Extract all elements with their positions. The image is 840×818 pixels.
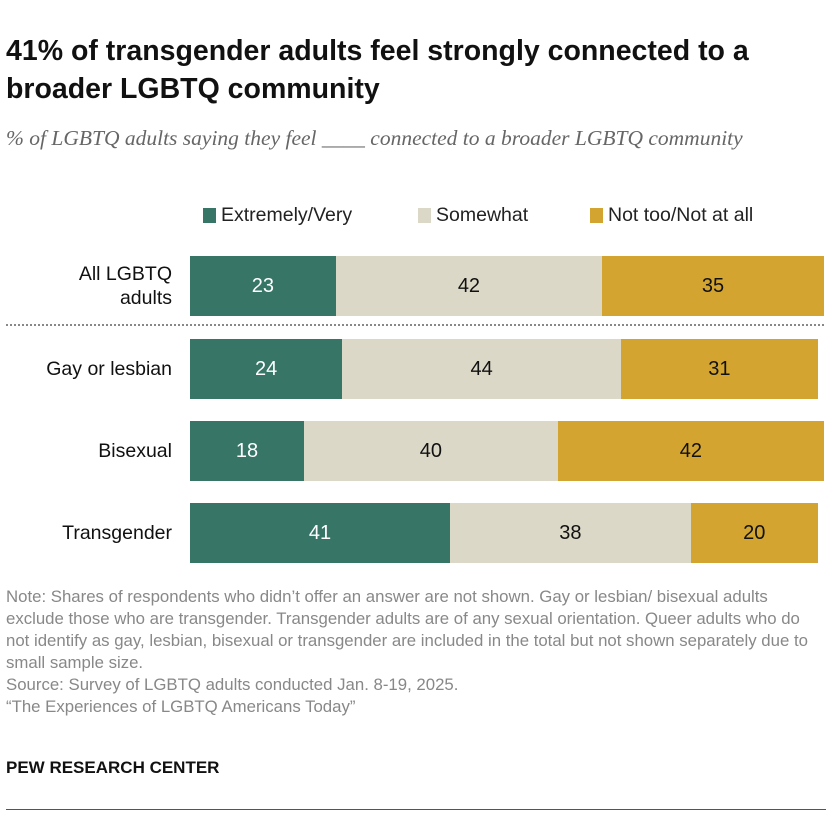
row-label: All LGBTQ adults — [78, 263, 172, 309]
row-label: Gay or lesbian — [46, 358, 172, 380]
data-label: 18 — [235, 439, 259, 462]
data-label: 44 — [470, 357, 493, 380]
chart-title: 41% of transgender adults feel strongly … — [6, 35, 749, 105]
data-label: 41 — [308, 521, 332, 544]
bar-segment: 18 — [190, 421, 305, 481]
legend-label: Not too/Not at all — [608, 204, 754, 226]
bottom-rule — [6, 809, 826, 810]
bar-segment: 35 — [602, 256, 824, 316]
data-label: 38 — [559, 521, 582, 544]
data-label: 20 — [743, 521, 766, 544]
note-text: Note: Shares of respondents who didn’t o… — [6, 587, 808, 672]
legend-label: Extremely/Very — [221, 204, 353, 226]
data-label: 40 — [419, 439, 443, 462]
legend-item-not-too: Not too/Not at all — [590, 204, 753, 227]
legend-swatch — [590, 208, 603, 223]
legend-item-extremely-very: Extremely/Very — [203, 204, 352, 227]
data-label: 35 — [701, 274, 725, 297]
source-text: Source: Survey of LGBTQ adults conducted… — [6, 675, 459, 694]
row-label: Transgender — [62, 522, 172, 544]
report-title: “The Experiences of LGBTQ Americans Toda… — [6, 697, 356, 716]
bar-segment: 23 — [190, 256, 336, 316]
legend-label: Somewhat — [436, 204, 529, 226]
data-label: 31 — [708, 357, 731, 380]
data-label: 42 — [457, 274, 481, 297]
bar-segment: 42 — [557, 421, 824, 481]
divider — [6, 324, 824, 326]
bar-segment: 31 — [621, 339, 818, 399]
legend-item-somewhat: Somewhat — [418, 204, 528, 227]
bar-segment: 41 — [190, 503, 450, 563]
data-label: 23 — [251, 274, 275, 297]
data-label: 42 — [679, 439, 702, 462]
bar-segment: 38 — [449, 503, 691, 563]
bar-segment: 40 — [304, 421, 558, 481]
notes: Note: Shares of respondents who didn’t o… — [6, 586, 826, 718]
legend-swatch — [418, 208, 431, 223]
row-label: Bisexual — [98, 440, 172, 462]
brand-logo: PEW RESEARCH CENTER — [6, 758, 220, 777]
bar-segment: 44 — [342, 339, 622, 399]
bar-segment: 42 — [335, 256, 603, 316]
data-label: 24 — [254, 357, 278, 380]
bar-segment: 24 — [190, 339, 343, 399]
legend-swatch — [203, 208, 216, 223]
chart-subtitle: % of LGBTQ adults saying they feel ____ … — [6, 126, 743, 150]
bar-segment: 20 — [690, 503, 818, 563]
